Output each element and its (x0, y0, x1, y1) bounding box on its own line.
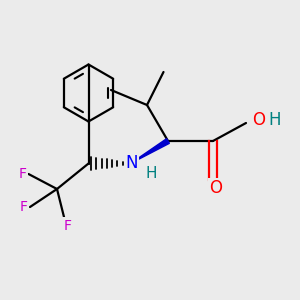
Text: F: F (19, 167, 27, 181)
Text: F: F (20, 200, 28, 214)
Text: O: O (209, 179, 223, 197)
Text: H: H (268, 111, 280, 129)
Text: F: F (64, 219, 71, 232)
Text: O: O (252, 111, 265, 129)
Text: H: H (145, 167, 157, 182)
Polygon shape (130, 139, 170, 164)
Text: N: N (125, 154, 138, 172)
